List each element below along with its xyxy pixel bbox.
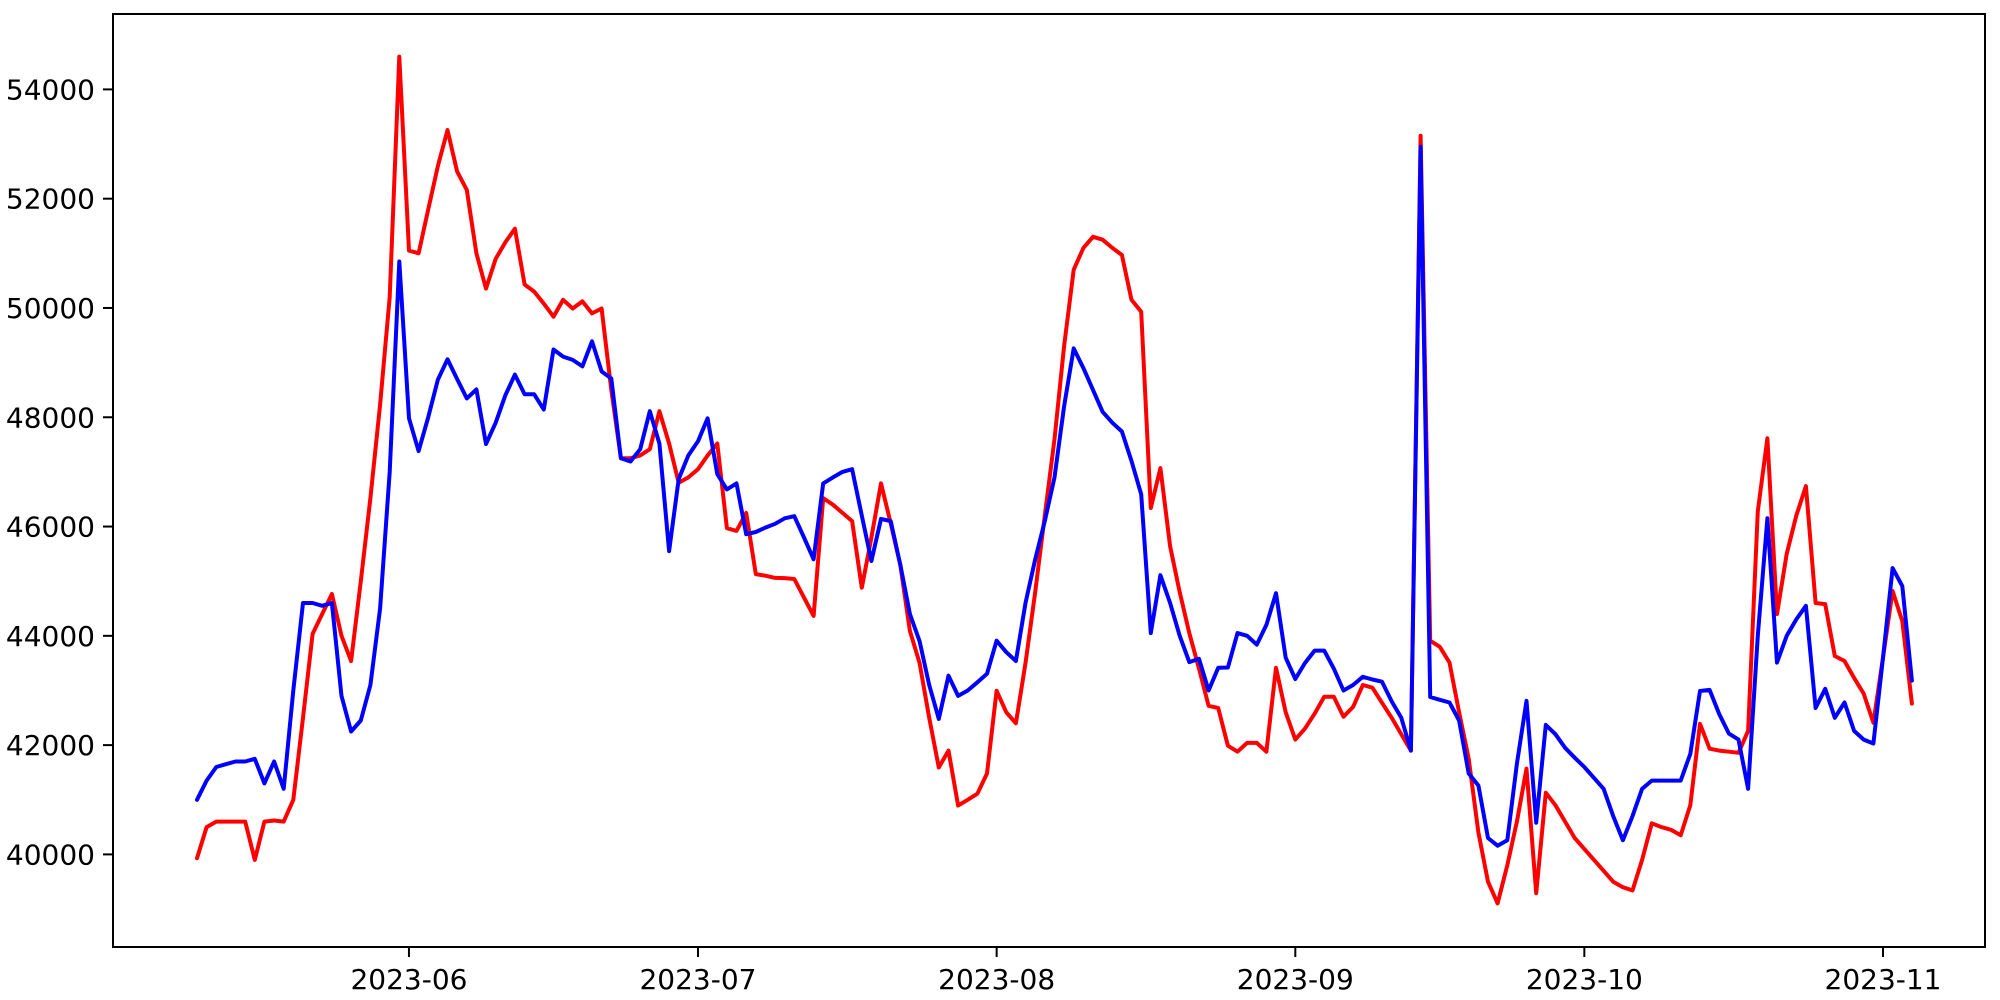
x-tick-label: 2023-06: [350, 963, 467, 996]
y-tick-label: 46000: [6, 511, 95, 544]
x-tick-label: 2023-08: [938, 963, 1055, 996]
y-tick-label: 48000: [6, 401, 95, 434]
y-tick-label: 50000: [6, 292, 95, 325]
x-tick-label: 2023-11: [1825, 963, 1942, 996]
y-tick-label: 44000: [6, 620, 95, 653]
y-tick-label: 40000: [6, 838, 95, 871]
red-series-line: [195, 54, 1914, 906]
x-tick-label: 2023-10: [1526, 963, 1643, 996]
x-tick-label: 2023-09: [1237, 963, 1354, 996]
plot-border: [112, 13, 1986, 948]
y-tick-label: 42000: [6, 729, 95, 762]
plot-area: 40000 42000 44000 46000 48000 50000 52000 54000…: [6, 13, 1986, 996]
y-tick-label: 54000: [6, 73, 95, 106]
x-tick-label: 2023-07: [639, 963, 756, 996]
blue-series-line: [195, 144, 1914, 848]
y-tick-label: 52000: [6, 183, 95, 216]
